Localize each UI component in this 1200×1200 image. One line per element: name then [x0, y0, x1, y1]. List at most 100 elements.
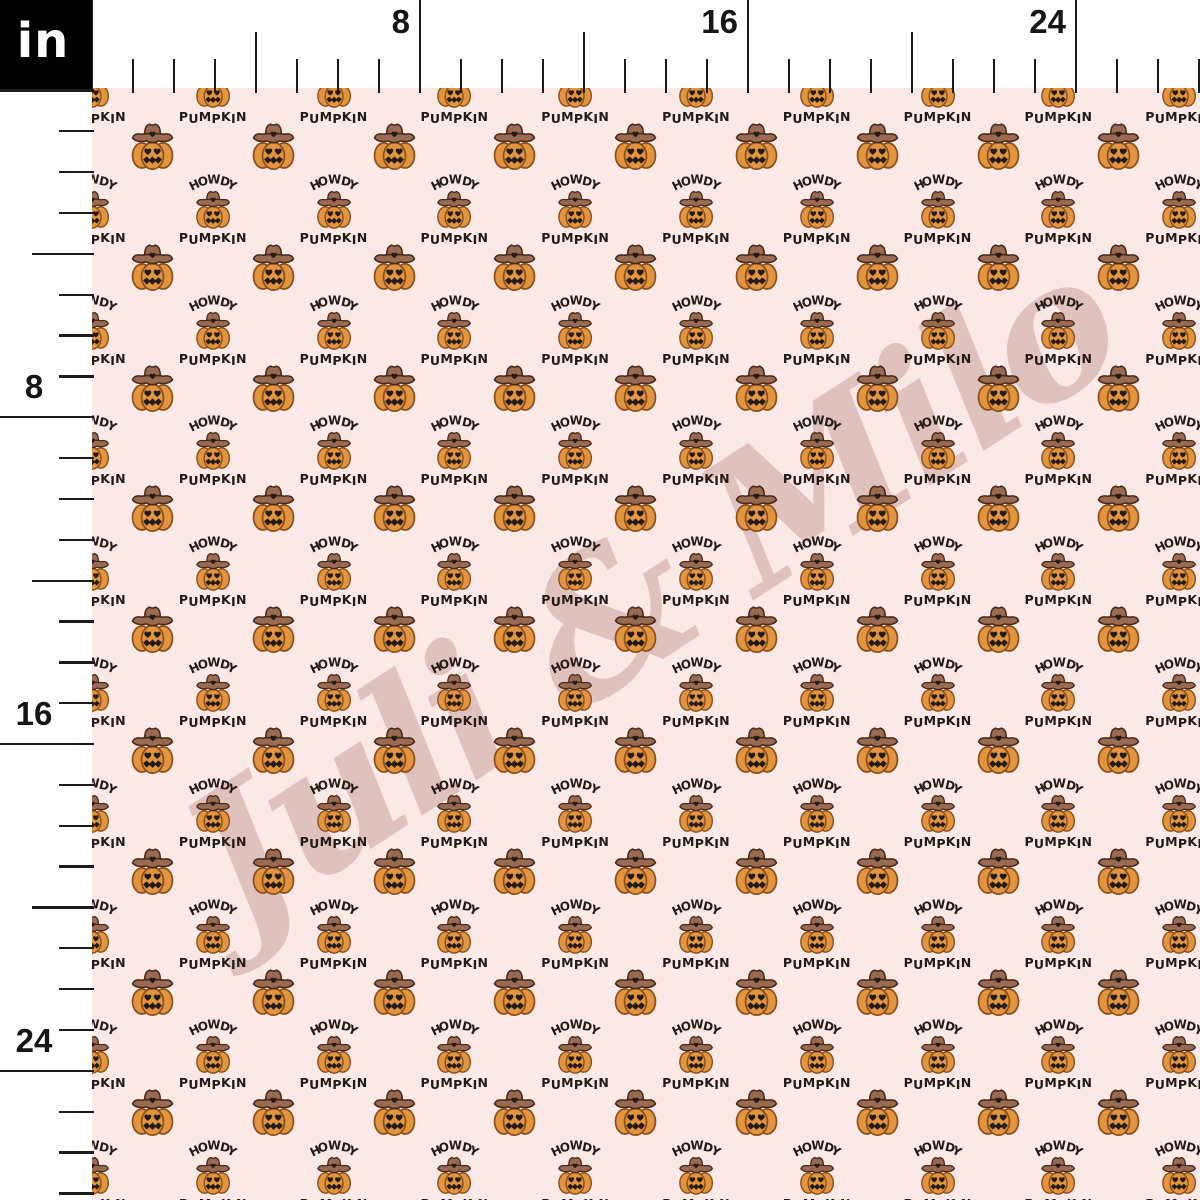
- cowboy-pumpkin-icon: [977, 606, 1019, 654]
- cowboy-pumpkin-icon: [856, 485, 899, 533]
- ruler-tick: [1033, 59, 1037, 93]
- cowboy-pumpkin-icon: [373, 727, 415, 775]
- ruler-tick: [59, 661, 94, 664]
- cowboy-pumpkin-icon: [558, 88, 593, 108]
- ruler-tick: [172, 59, 176, 93]
- pumpkin-text: PUMPKIN: [904, 1197, 972, 1200]
- cowboy-pumpkin-icon: [558, 1157, 593, 1196]
- cowboy-pumpkin-icon: [977, 244, 1019, 291]
- pumpkin-text: PUMPKIN: [1024, 1197, 1092, 1200]
- pumpkin-text: PUMPKIN: [178, 592, 247, 609]
- cowboy-pumpkin-icon: [920, 553, 955, 592]
- pumpkin-text: PUMPKIN: [541, 1197, 609, 1200]
- cowboy-pumpkin-icon: [679, 311, 713, 350]
- pumpkin-text: PUMPKIN: [662, 713, 730, 730]
- unit-box: in: [0, 0, 92, 89]
- ruler-tick: [32, 252, 94, 256]
- cowboy-pumpkin-icon: [1041, 1036, 1076, 1075]
- ruler-tick: [59, 1110, 94, 1113]
- cowboy-pumpkin-icon: [195, 1157, 230, 1196]
- pumpkin-text: PUMPKIN: [178, 713, 247, 730]
- cowboy-pumpkin-icon: [920, 794, 955, 833]
- cowboy-pumpkin-icon: [1097, 123, 1140, 171]
- ruler-tick: [0, 416, 94, 419]
- ruler-tick: [59, 457, 94, 460]
- cowboy-pumpkin-icon: [131, 1089, 174, 1137]
- cowboy-pumpkin-icon: [131, 968, 174, 1016]
- ruler-tick: [254, 32, 258, 93]
- cowboy-pumpkin-icon: [316, 311, 351, 350]
- cowboy-pumpkin-icon: [131, 244, 174, 291]
- cowboy-pumpkin-icon: [92, 432, 109, 471]
- cowboy-pumpkin-icon: [373, 244, 415, 291]
- cowboy-pumpkin-icon: [679, 673, 713, 712]
- cowboy-pumpkin-icon: [1162, 915, 1197, 954]
- pumpkin-text: PUMPKIN: [92, 229, 126, 247]
- cowboy-pumpkin-icon: [799, 1036, 834, 1075]
- cowboy-pumpkin-icon: [920, 1036, 955, 1075]
- pumpkin-text: PUMPKIN: [420, 954, 489, 972]
- cowboy-pumpkin-icon: [1162, 673, 1197, 712]
- pumpkin-text: PUMPKIN: [1024, 954, 1093, 972]
- cowboy-pumpkin-icon: [316, 673, 351, 712]
- cowboy-pumpkin-icon: [799, 190, 834, 229]
- cowboy-pumpkin-icon: [679, 432, 713, 471]
- cowboy-pumpkin-icon: [131, 364, 174, 412]
- pumpkin-text: PUMPKIN: [1024, 471, 1093, 489]
- cowboy-pumpkin-icon: [92, 1036, 109, 1075]
- cowboy-pumpkin-icon: [195, 311, 230, 350]
- pumpkin-text: PUMPKIN: [420, 1197, 488, 1200]
- pumpkin-text: PUMPKIN: [1145, 954, 1200, 972]
- ruler-label-top-16: 16: [701, 3, 738, 40]
- pumpkin-text: PUMPKIN: [420, 350, 489, 368]
- pumpkin-text: PUMPKIN: [1024, 109, 1093, 126]
- cowboy-pumpkin-icon: [614, 123, 657, 171]
- ruler-tick: [787, 59, 791, 93]
- pumpkin-text: PUMPKIN: [662, 1197, 730, 1200]
- cowboy-pumpkin-icon: [614, 244, 657, 291]
- pumpkin-text: PUMPKIN: [420, 1075, 489, 1093]
- pumpkin-text: PUMPKIN: [92, 833, 126, 851]
- cowboy-pumpkin-icon: [373, 848, 415, 895]
- cowboy-pumpkin-icon: [1097, 727, 1140, 775]
- ruler-tick: [623, 59, 627, 93]
- ruler-tick: [59, 497, 94, 501]
- ruler-top: 8 16 24: [0, 0, 1200, 93]
